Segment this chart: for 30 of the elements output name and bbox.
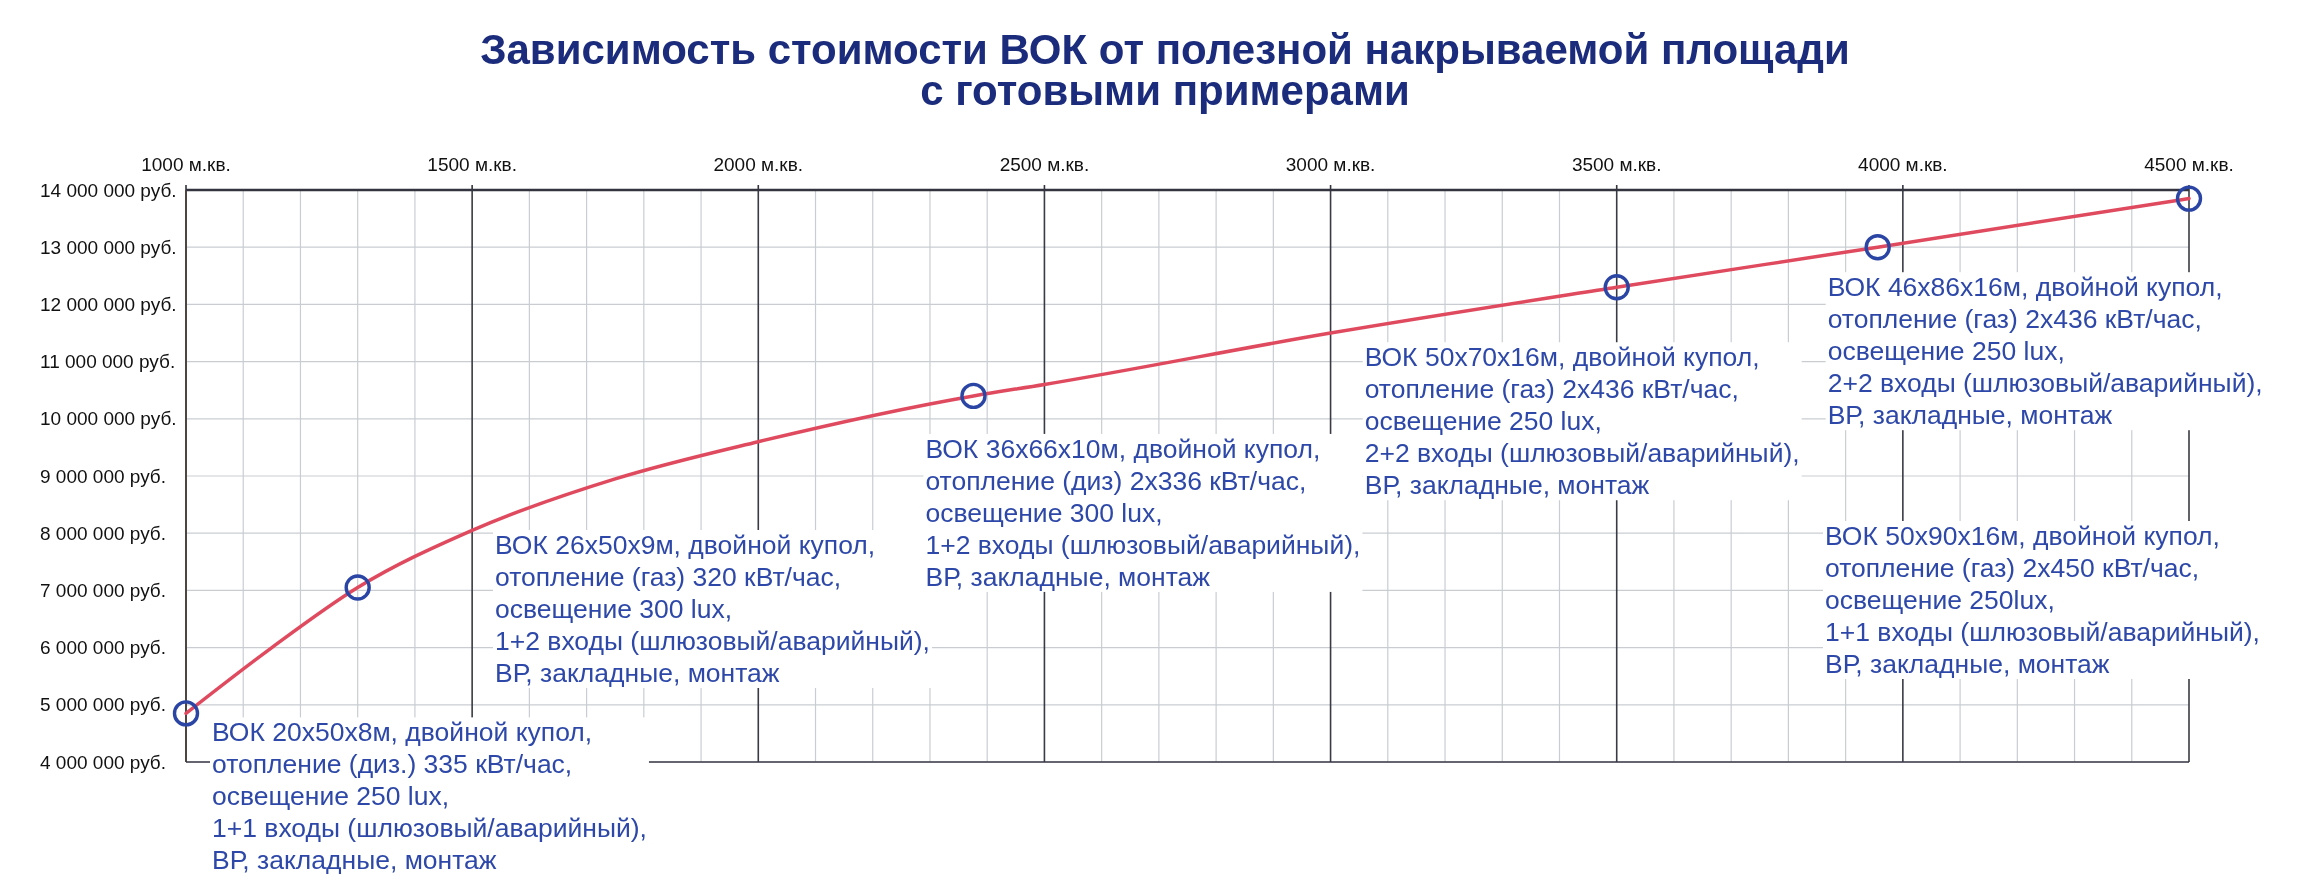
- y-tick-label: 7 000 000 руб.: [40, 579, 167, 601]
- x-tick-label: 3000 м.кв.: [1285, 154, 1376, 175]
- y-tick-label: 5 000 000 руб.: [40, 694, 167, 716]
- x-tick-label: 1000 м.кв.: [141, 154, 231, 175]
- x-tick-label: 2500 м.кв.: [999, 154, 1090, 175]
- point: [172, 700, 200, 727]
- y-tick-label: 6 000 000 руб.: [40, 637, 167, 659]
- point: [960, 382, 987, 410]
- y-tick-label: 12 000 000 руб.: [40, 293, 177, 315]
- x-tick-label: 2000 м.кв.: [713, 154, 804, 175]
- y-tick-label: 14 000 000 руб.: [40, 179, 177, 201]
- y-tick-label: 13 000 000 руб.: [40, 236, 177, 258]
- annotation: ВОК 46x86x16м, двойной купол, отопление (газ) 2x436 кВт/час, освещение 250 lux, 2+2 входы (шлюзовый/аварийный), ВР, закладные, монтаж: [1827, 272, 2263, 431]
- annotation: ВОК 50x70x16м, двойной купол, отопление (газ) 2x436 кВт/час, освещение 250 lux, 2+2 входы (шлюзовый/аварийный), ВР, закладные, монтаж: [1364, 342, 1800, 501]
- point: [344, 574, 371, 601]
- y-tick-label: 8 000 000 руб.: [40, 522, 167, 544]
- y-tick-label: 10 000 000 руб.: [40, 408, 177, 430]
- point: [2175, 185, 2203, 212]
- annotation: ВОК 50x90x16м, двойной купол, отопление (газ) 2x450 кВт/час, освещение 250lux, 1+1 входы (шлюзовый/аварийный), ВР, закладные, монтаж: [1825, 521, 2260, 679]
- x-tick-label: 3500 м.кв.: [1571, 154, 1662, 175]
- chart-title: Зависимость стоимости ВОК от полезной накрываемой площади с готовыми примерами: [480, 26, 1850, 114]
- y-tick-label: 11 000 000 руб.: [40, 351, 176, 373]
- y-tick-label: 9 000 000 руб.: [40, 465, 167, 487]
- x-tick-label: 1500 м.кв.: [427, 154, 517, 175]
- x-tick-label: 4500 м.кв.: [2144, 154, 2234, 175]
- y-tick-label: 4 000 000 руб.: [40, 751, 167, 773]
- annotation: ВОК 20x50x8м, двойной купол, отопление (диз.) 335 кВт/час, освещение 250 lux, 1+1 входы (шлюзовый/аварийный), ВР, закладные, монтаж: [212, 717, 647, 876]
- point: [1864, 234, 1891, 261]
- x-tick-label: 4000 м.кв.: [1858, 154, 1948, 175]
- point: [1603, 274, 1630, 301]
